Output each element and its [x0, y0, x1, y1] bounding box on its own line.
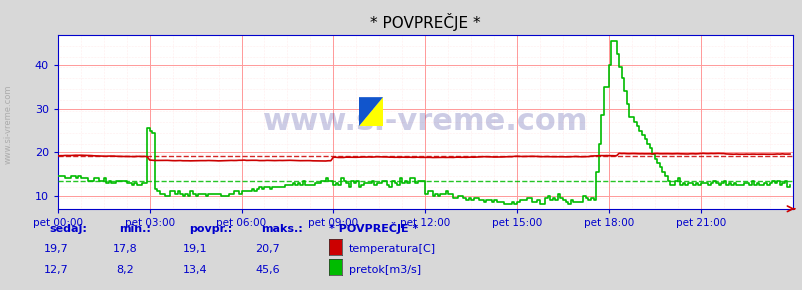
Polygon shape: [358, 97, 383, 126]
Text: 13,4: 13,4: [183, 264, 207, 275]
Text: pretok[m3/s]: pretok[m3/s]: [348, 264, 420, 275]
Text: temperatura[C]: temperatura[C]: [348, 244, 435, 254]
Text: sedaj:: sedaj:: [50, 224, 87, 234]
Polygon shape: [358, 97, 383, 126]
Text: 8,2: 8,2: [116, 264, 134, 275]
Text: 17,8: 17,8: [113, 244, 137, 254]
Text: 19,1: 19,1: [183, 244, 207, 254]
Text: min.:: min.:: [119, 224, 151, 234]
Text: 12,7: 12,7: [44, 264, 68, 275]
Title: * POVPREČJE *: * POVPREČJE *: [370, 13, 480, 31]
Text: maks.:: maks.:: [261, 224, 302, 234]
Text: 20,7: 20,7: [255, 244, 279, 254]
Text: 45,6: 45,6: [255, 264, 279, 275]
Text: * POVPREČJE *: * POVPREČJE *: [329, 222, 418, 234]
Text: www.si-vreme.com: www.si-vreme.com: [262, 107, 587, 136]
Text: povpr.:: povpr.:: [188, 224, 232, 234]
Text: 19,7: 19,7: [44, 244, 68, 254]
Text: www.si-vreme.com: www.si-vreme.com: [3, 85, 13, 164]
